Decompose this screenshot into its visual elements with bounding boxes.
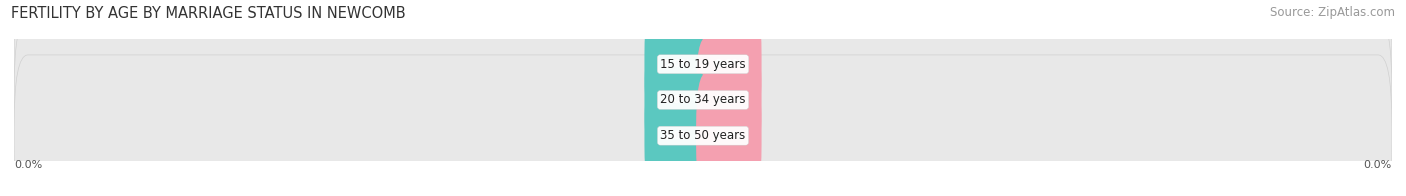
Text: 0.0%: 0.0% [714, 59, 744, 69]
FancyBboxPatch shape [14, 119, 1392, 152]
Text: 0.0%: 0.0% [714, 131, 744, 141]
Text: 20 to 34 years: 20 to 34 years [661, 93, 745, 106]
Text: 0.0%: 0.0% [662, 59, 692, 69]
FancyBboxPatch shape [644, 1, 710, 127]
FancyBboxPatch shape [14, 83, 1392, 117]
FancyBboxPatch shape [14, 55, 1392, 196]
Text: 0.0%: 0.0% [662, 131, 692, 141]
Text: Source: ZipAtlas.com: Source: ZipAtlas.com [1270, 6, 1395, 19]
FancyBboxPatch shape [14, 0, 1392, 145]
Text: 0.0%: 0.0% [1364, 160, 1392, 170]
FancyBboxPatch shape [14, 19, 1392, 181]
FancyBboxPatch shape [696, 1, 762, 127]
Text: 35 to 50 years: 35 to 50 years [661, 129, 745, 142]
Text: 0.0%: 0.0% [714, 95, 744, 105]
FancyBboxPatch shape [644, 73, 710, 196]
FancyBboxPatch shape [696, 73, 762, 196]
FancyBboxPatch shape [696, 37, 762, 163]
Text: 15 to 19 years: 15 to 19 years [661, 58, 745, 71]
Text: 0.0%: 0.0% [14, 160, 42, 170]
Text: 0.0%: 0.0% [662, 95, 692, 105]
FancyBboxPatch shape [644, 37, 710, 163]
FancyBboxPatch shape [14, 47, 1392, 81]
Text: FERTILITY BY AGE BY MARRIAGE STATUS IN NEWCOMB: FERTILITY BY AGE BY MARRIAGE STATUS IN N… [11, 6, 406, 21]
